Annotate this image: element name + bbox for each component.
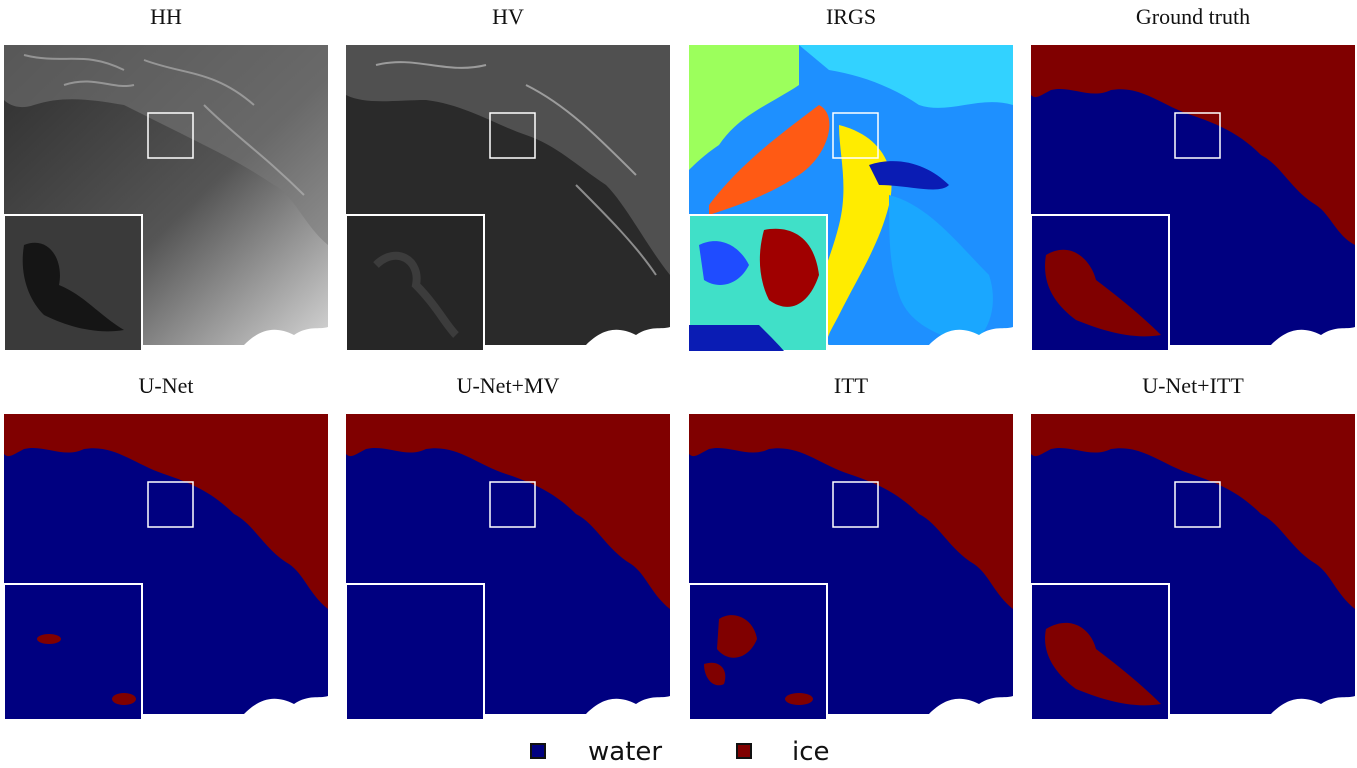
legend-label-ice: ice [792, 737, 830, 767]
panel-title-itt: ITT [833, 373, 869, 398]
legend-swatch-water [530, 743, 546, 759]
hv-image [346, 45, 670, 351]
panel-title-hh: HH [150, 4, 182, 29]
unet-map [4, 414, 328, 720]
itt-map [689, 414, 1013, 720]
panel-title-hv: HV [492, 4, 524, 29]
panel-title-ground-truth: Ground truth [1135, 4, 1251, 29]
irgs-segmentation-image [689, 45, 1013, 351]
legend-swatch-ice [736, 743, 752, 759]
ground-truth-map [1031, 45, 1355, 351]
panel-title-unet-mv: U-Net+MV [456, 373, 560, 398]
legend: water ice [0, 736, 1357, 768]
hh-image [4, 45, 328, 351]
unet-itt-map [1031, 414, 1355, 720]
legend-label-water: water [588, 737, 663, 767]
panel-title-irgs: IRGS [825, 4, 877, 29]
panel-title-unet-itt: U-Net+ITT [1142, 373, 1244, 398]
panel-title-unet: U-Net [138, 373, 194, 398]
unet-mv-map [346, 414, 670, 720]
